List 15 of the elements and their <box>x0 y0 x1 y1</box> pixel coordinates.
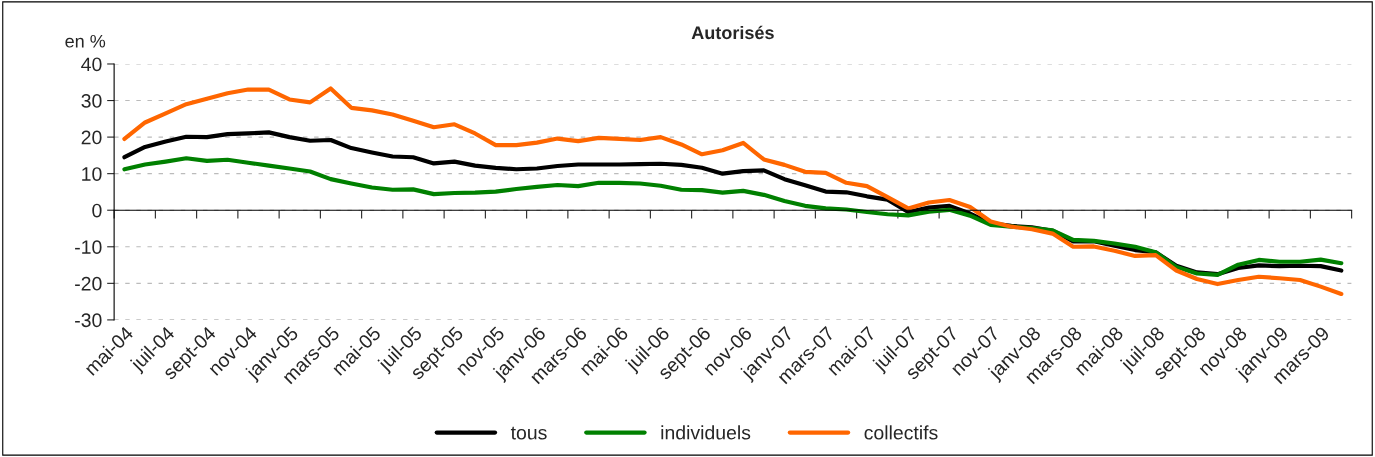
y-tick-label: 10 <box>82 167 102 181</box>
legend-label: individuels <box>661 425 751 440</box>
y-tick-label: -10 <box>75 240 102 255</box>
legend-label: collectifs <box>864 425 938 440</box>
y-tick-label: -30 <box>75 313 102 328</box>
y-tick-label: 0 <box>92 203 102 218</box>
y-tick-label: -20 <box>75 276 102 291</box>
line-series <box>122 86 1344 297</box>
y-tick-label: 40 <box>81 57 102 72</box>
y-tick-label: 20 <box>81 130 102 145</box>
line-series <box>122 156 1344 278</box>
chart-title: Autorisés <box>691 25 774 40</box>
y-tick-label: 30 <box>81 94 102 108</box>
y-axis-title: en % <box>65 34 106 48</box>
legend-label: tous <box>510 426 547 440</box>
